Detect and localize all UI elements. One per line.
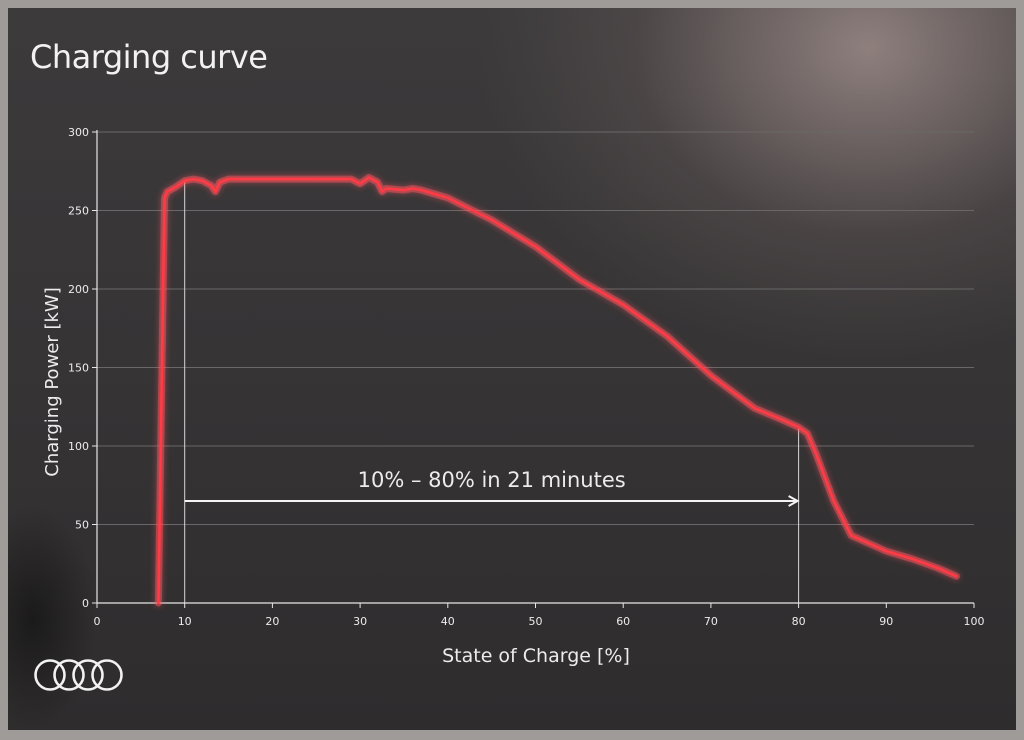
grid-lines (97, 131, 974, 525)
data-point (832, 500, 835, 502)
data-point (938, 567, 940, 570)
y-tick-label: 100 (68, 440, 89, 453)
x-tick-label: 100 (964, 615, 985, 628)
data-point (447, 197, 449, 199)
x-axis-label: State of Charge [%] (442, 645, 630, 667)
annotation-layer: 10% – 80% in 21 minutes (184, 468, 798, 501)
data-point (192, 178, 195, 180)
data-point (315, 178, 318, 180)
x-tick-label: 20 (265, 615, 279, 628)
data-point (622, 303, 624, 306)
y-tick-label: 200 (68, 283, 89, 296)
data-point (490, 219, 493, 221)
data-point (214, 190, 217, 193)
y-tick-label: 50 (75, 519, 89, 532)
data-point (578, 278, 581, 281)
x-tick-label: 0 (94, 615, 101, 628)
reference-lines (184, 180, 800, 603)
x-tick-label: 90 (879, 615, 893, 628)
y-tick-label: 300 (68, 126, 89, 139)
data-point (201, 179, 204, 182)
data-point (271, 178, 274, 180)
data-point (381, 190, 383, 193)
data-point (753, 407, 756, 410)
data-point (403, 189, 405, 191)
data-point (815, 453, 817, 455)
tick-labels: 0 50 100 150 200 250 300 0 10 20 30 40 50 60 70 80 90 100 (68, 126, 985, 628)
data-point (166, 190, 168, 193)
y-tick-label: 0 (82, 597, 89, 610)
slide-title: Charging curve (30, 38, 268, 76)
y-tick-label: 150 (68, 362, 89, 375)
data-point (710, 374, 712, 377)
data-point (210, 184, 212, 187)
data-point (850, 534, 853, 537)
data-point (534, 245, 537, 248)
data-point (157, 602, 160, 604)
data-point (163, 197, 166, 199)
data-point (666, 335, 668, 337)
data-point (218, 181, 221, 184)
y-axis-label: Charging Power [kW] (42, 287, 63, 476)
range-annotation-text: 10% – 80% in 21 minutes (358, 468, 626, 492)
series-glow-0 (154, 174, 960, 607)
data-point (411, 187, 414, 190)
data-point (376, 181, 379, 184)
data-point (806, 432, 809, 435)
x-tick-label: 60 (616, 615, 630, 628)
data-point (359, 183, 361, 185)
data-point (183, 179, 186, 182)
data-point (420, 189, 423, 191)
data-point (227, 178, 230, 180)
x-tick-label: 30 (353, 615, 367, 628)
data-point (867, 542, 870, 545)
data-point (780, 418, 782, 421)
data-point (797, 426, 800, 428)
series-line-0 (157, 176, 958, 605)
y-tick-label: 250 (68, 205, 89, 218)
data-point (350, 178, 353, 180)
data-point (368, 176, 370, 179)
axes (92, 130, 975, 608)
x-tick-label: 50 (529, 615, 543, 628)
x-tick-label: 40 (441, 615, 455, 628)
data-point (175, 186, 177, 188)
data-point (911, 558, 914, 560)
four-rings-logo (34, 659, 123, 691)
presentation-slide (8, 8, 1016, 730)
x-tick-label: 70 (704, 615, 718, 628)
data-point (385, 187, 388, 190)
data-point (885, 550, 888, 552)
series-layer (154, 174, 960, 607)
x-tick-label: 80 (792, 615, 806, 628)
data-point (955, 575, 958, 578)
x-tick-label: 10 (178, 615, 192, 628)
